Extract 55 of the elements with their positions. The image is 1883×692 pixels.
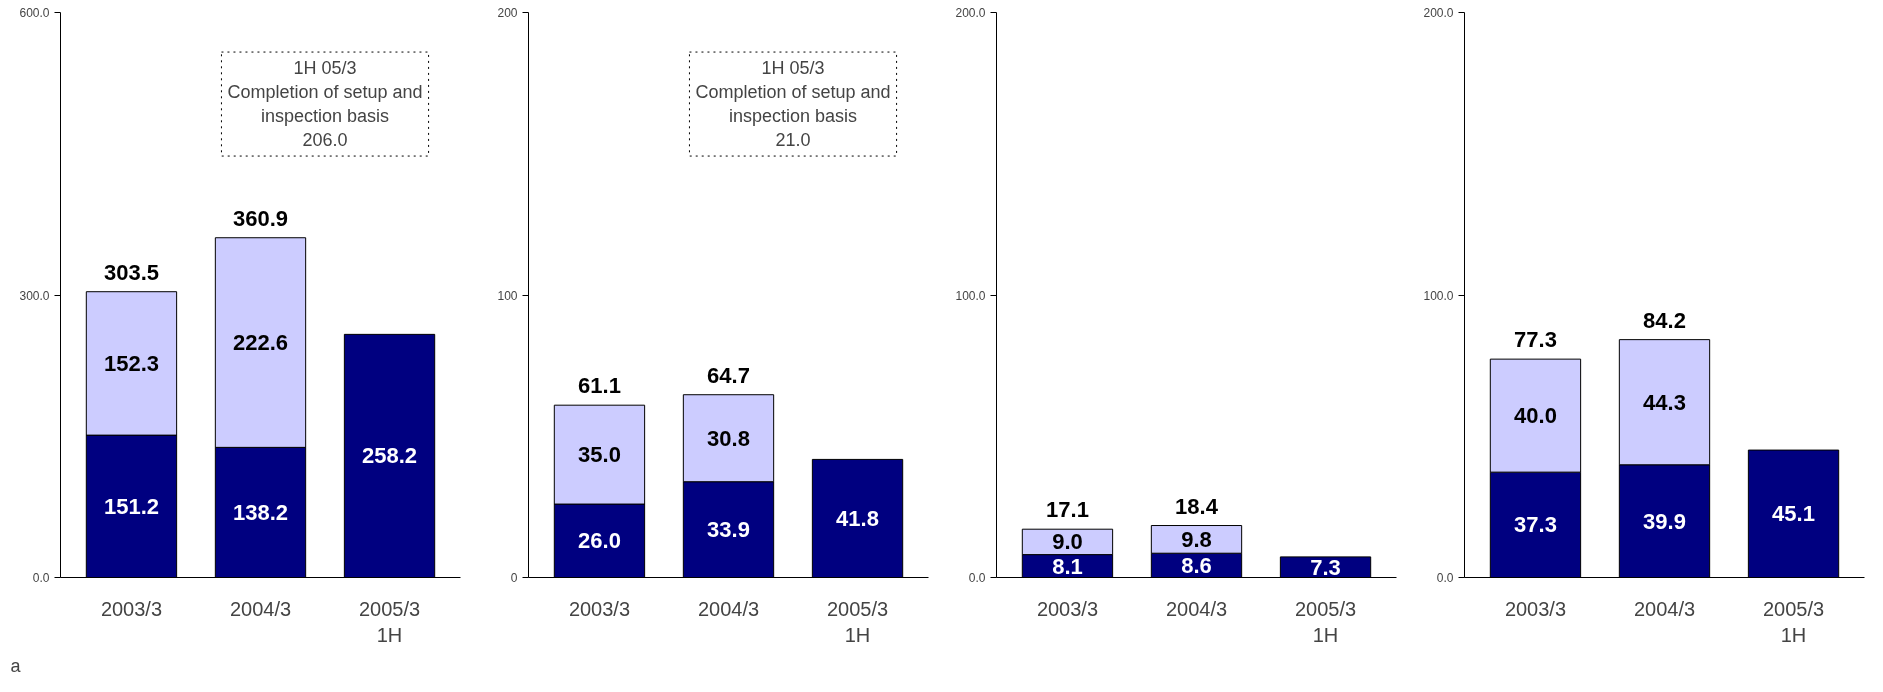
data-label: 44.3 [1643,389,1686,415]
data-label: 35.0 [578,442,621,468]
data-label: 41.8 [836,505,879,531]
data-label: 258.2 [362,443,418,469]
y-tick-label: 200.0 [955,6,986,20]
y-tick-label: 300.0 [19,288,50,303]
data-label: 9.8 [1181,526,1212,552]
x-tick-label: 2003/3 [100,597,163,620]
x-tick-label: 2004/3 [697,597,760,620]
data-label: 222.6 [232,330,289,356]
data-label: 8.1 [1052,553,1083,579]
total-label: 84.2 [1643,307,1686,333]
y-tick-label: 0 [510,571,518,585]
total-label: 64.7 [707,362,750,388]
total-label: 61.1 [578,373,621,399]
y-tick-label: 0.0 [1436,571,1454,585]
text: a [10,655,22,676]
x-tick-label: 2004/3 [1165,597,1228,620]
data-label: 151.2 [103,493,159,519]
y-tick-label: 0.0 [32,571,50,585]
data-label: 8.6 [1181,552,1212,578]
total-label: 18.4 [1175,493,1219,519]
data-label: 30.8 [707,425,750,451]
annotation: 1H 05/3 Completion of setup and inspection basis 206.0 [227,58,423,151]
annotation: 1H 05/3 Completion of setup and inspection basis 21.0 [695,58,891,151]
data-label: 33.9 [707,517,750,543]
total-label: 360.9 [232,205,289,231]
data-label: 39.9 [1643,508,1686,534]
x-tick-label: 2004/3 [229,597,292,620]
y-tick-label: 100.0 [955,288,986,303]
data-label: 138.2 [232,499,289,525]
y-tick-label: 600.0 [19,6,50,20]
x-tick-label: 2005/3 1H [1762,597,1825,646]
x-tick-label: 2005/3 1H [826,597,889,646]
x-tick-label: 2004/3 [1633,597,1696,620]
y-tick-label: 200.0 [1423,6,1454,20]
x-tick-label: 2003/3 [1036,597,1099,620]
data-label: 37.3 [1514,512,1557,538]
y-tick-label: 200 [497,6,518,20]
data-label: 152.3 [103,350,159,376]
data-label: 26.0 [578,528,621,554]
x-tick-label: 2003/3 [568,597,631,620]
x-tick-label: 2003/3 [1504,597,1567,620]
data-label: 9.0 [1052,529,1083,555]
total-label: 77.3 [1514,327,1557,353]
data-label: 45.1 [1772,501,1815,527]
total-label: 303.5 [103,259,159,285]
x-tick-label: 2005/3 1H [1294,597,1357,646]
data-label: 7.3 [1310,554,1341,580]
x-tick-label: 2005/3 1H [358,597,421,646]
y-tick-label: 100 [497,288,518,303]
y-tick-label: 0.0 [968,571,986,585]
data-label: 40.0 [1514,403,1557,429]
y-tick-label: 100.0 [1423,288,1454,303]
total-label: 17.1 [1046,497,1089,523]
